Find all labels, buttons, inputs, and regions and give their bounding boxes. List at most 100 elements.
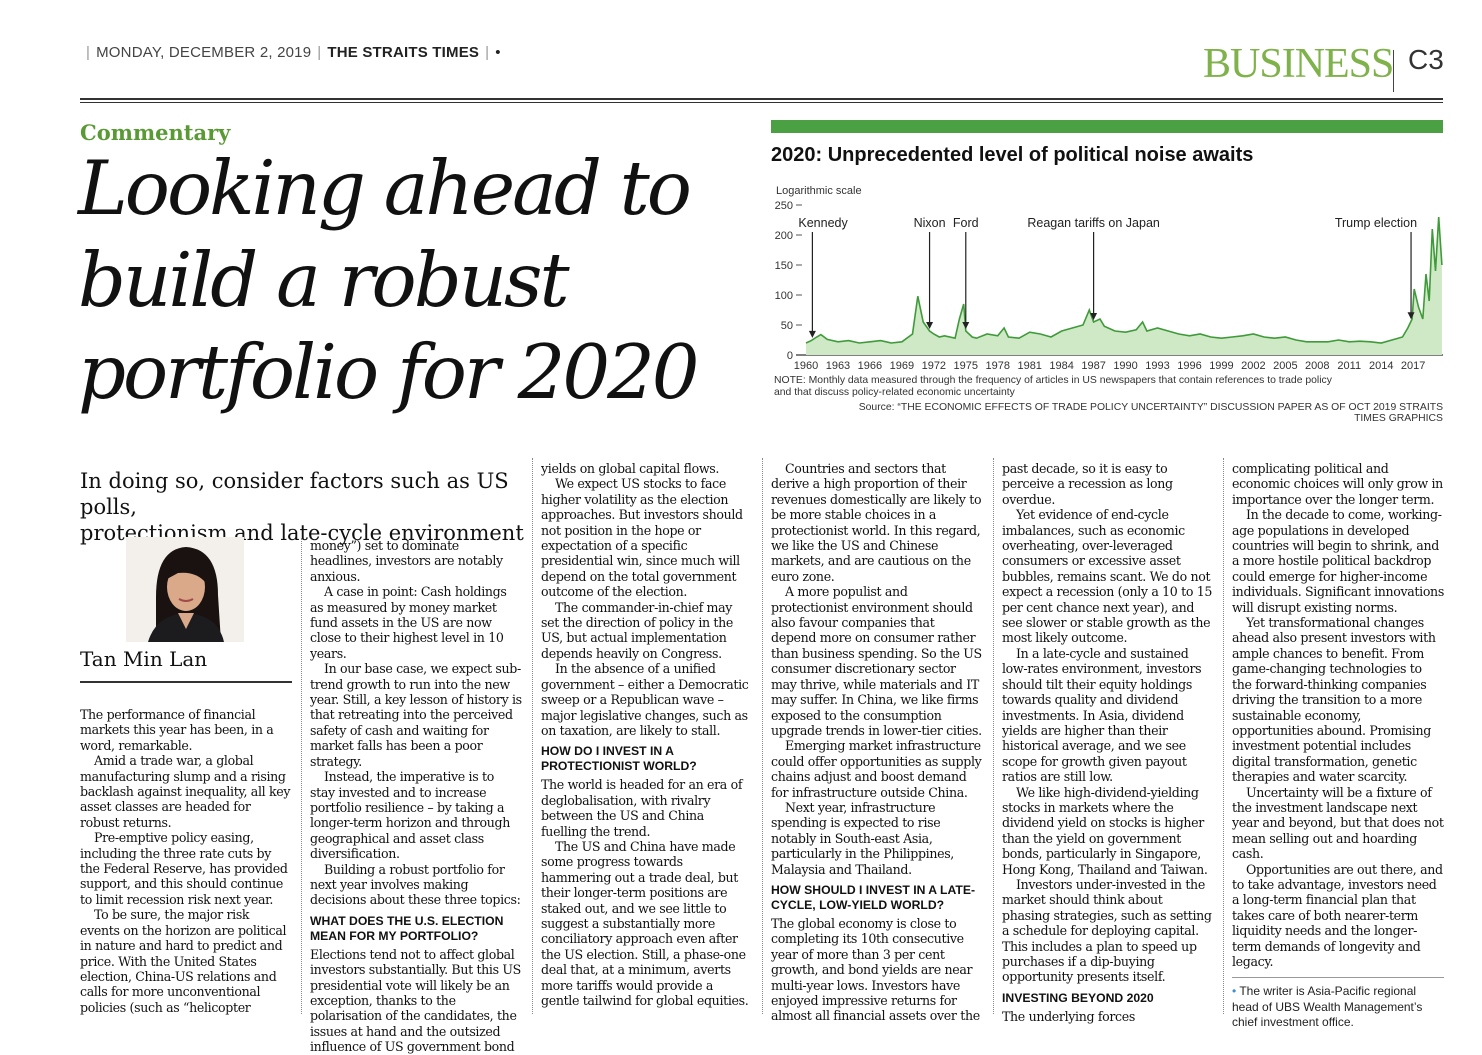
column-separator [993, 458, 994, 1014]
body-paragraph: Uncertainty will be a fixture of the inv… [1232, 784, 1444, 862]
annotation-label: Trump election [1335, 216, 1417, 230]
chart-source: Source: “THE ECONOMIC EFFECTS OF TRADE P… [858, 402, 1443, 424]
deck: In doing so, consider factors such as US… [80, 468, 530, 546]
x-tick-label: 2008 [1305, 360, 1329, 372]
x-tick-label: 2005 [1273, 360, 1297, 372]
series-line [805, 216, 1443, 344]
x-tick-label: 2002 [1241, 360, 1265, 372]
body-paragraph: The global economy is close to completin… [771, 915, 980, 1024]
body-paragraph: Yet transformational changes ahead also … [1232, 615, 1436, 785]
chart-top-bar [771, 120, 1443, 133]
x-tick-label: 2017 [1401, 360, 1425, 372]
annotation-arrowhead [926, 322, 934, 329]
annotation-arrowhead [808, 330, 816, 338]
annotation-label: Kennedy [798, 216, 848, 230]
body-paragraph: The commander-in-chief may set the direc… [541, 599, 733, 661]
headline-line: portfolio for 2020 [78, 328, 700, 416]
annotation-label: Reagan tariffs on Japan [1027, 216, 1160, 230]
body-paragraph: In the decade to come, working-age popul… [1232, 507, 1444, 615]
body-paragraph: The underlying forces [1002, 1008, 1135, 1024]
top-rule [80, 98, 1443, 100]
kicker: Commentary [80, 120, 231, 145]
body-paragraph: Opportunities are out there, and to take… [1232, 861, 1443, 969]
body-paragraph: To be sure, the major risk events on the… [80, 907, 287, 1015]
writer-note: • The writer is Asia-Pacific regional he… [1232, 977, 1444, 1031]
x-tick-label: 2011 [1337, 360, 1361, 372]
body-paragraph: Building a robust portfolio for next yea… [310, 861, 521, 908]
body-paragraph: Next year, infrastructure spending is ex… [771, 799, 954, 877]
x-tick-label: 1963 [826, 360, 850, 372]
body-paragraph: past decade, so it is easy to perceive a… [1002, 461, 1173, 507]
page-number: C3 [1408, 44, 1444, 75]
headline-line: build a robust [78, 236, 570, 324]
article-column-1: The performance of financial markets thi… [80, 707, 292, 1015]
x-tick-label: 1972 [922, 360, 946, 372]
body-paragraph: Instead, the imperative is to stay inves… [310, 769, 510, 862]
x-tick-label: 1975 [954, 360, 978, 372]
annotation-arrowhead [1407, 312, 1415, 320]
article-column-2: money”) set to dominate headlines, inves… [310, 538, 522, 1055]
section-name: BUSINESS [1203, 41, 1394, 87]
annotation-label: Nixon [914, 216, 946, 230]
body-paragraph: yields on global capital flows. [541, 461, 720, 476]
chart-annotations: Kennedy Nixon Ford Reagan tariffs on Japan T… [798, 216, 1417, 338]
headline: Looking ahead to build a robust portfoli… [78, 142, 758, 418]
x-tick-label: 1981 [1017, 360, 1041, 372]
section-heading: INVESTING BEYOND 2020 [1002, 990, 1154, 1005]
headline-line: Looking ahead to [78, 144, 692, 232]
body-paragraph: Yet evidence of end-cycle imbalances, su… [1002, 507, 1213, 646]
writer-note-text: The writer is Asia-Pacific regional head… [1232, 984, 1423, 1030]
chart-note: NOTE: Monthly data measured through the … [774, 375, 1394, 399]
annotation-arrowhead [1090, 313, 1098, 320]
body-paragraph: In a late-cycle and sustained low-rates … [1002, 645, 1202, 785]
column-separator [762, 458, 763, 1014]
body-paragraph: The world is headed for an era of deglob… [541, 777, 743, 839]
section-heading: HOW SHOULD I INVEST IN A LATE-CYCLE, LOW… [771, 882, 976, 912]
x-tick-label: 1960 [794, 360, 818, 372]
body-paragraph: The US and China have made some progress… [541, 838, 749, 1008]
body-paragraph: Pre-emptive policy easing, including the… [80, 830, 288, 907]
top-rule [80, 102, 1443, 103]
article-column-3: yields on global capital flows. We expec… [541, 461, 753, 1008]
section-heading: HOW DO I INVEST IN A PROTECTIONIST WORLD… [541, 744, 697, 774]
body-paragraph: A more populist and protectionist enviro… [771, 584, 982, 738]
x-tick-label: 1993 [1145, 360, 1169, 372]
x-tick-label: 2014 [1369, 360, 1393, 372]
section-heading: WHAT DOES THE U.S. ELECTION MEAN FOR MY … [310, 913, 504, 943]
x-tick-label: 1984 [1049, 360, 1073, 372]
deck-line: In doing so, consider factors such as US… [80, 469, 509, 519]
y-tick-label: 250 [775, 200, 793, 212]
x-tick-label: 1966 [858, 360, 882, 372]
masthead-separator: | [317, 44, 322, 61]
chart-scale-label: Logarithmic scale [776, 185, 862, 197]
body-paragraph: Emerging market infrastructure could off… [771, 738, 982, 800]
y-tick-label: 200 [775, 230, 793, 242]
y-tick-label: 150 [775, 260, 793, 272]
masthead-separator: | [86, 44, 91, 61]
body-paragraph: money”) set to dominate headlines, inves… [310, 538, 503, 584]
series-area [806, 217, 1442, 355]
body-paragraph: Investors under-invested in the market s… [1002, 876, 1212, 985]
column-separator [532, 458, 533, 1014]
y-tick-label: 0 [787, 350, 793, 362]
masthead-dateline: | MONDAY, DECEMBER 2, 2019 | THE STRAITS TI… [80, 44, 501, 61]
article-column-4: Countries and sectors that derive a high… [771, 461, 983, 1024]
body-paragraph: We like high-dividend-yielding stocks in… [1002, 784, 1208, 877]
masthead-dot-icon: • [495, 44, 501, 61]
annotation-arrowhead [962, 322, 970, 329]
author-portrait-icon [126, 537, 244, 642]
author-name: Tan Min Lan [80, 647, 208, 671]
body-paragraph: We expect US stocks to face higher volat… [541, 476, 743, 600]
x-tick-label: 1978 [985, 360, 1009, 372]
body-paragraph: A case in point: Cash holdings as measur… [310, 584, 507, 661]
x-tick-label: 1990 [1113, 360, 1137, 372]
x-tick-label: 1987 [1081, 360, 1105, 372]
x-axis: 1960 1963 1966 1969 1972 1975 1978 1981 1984 1987… [794, 354, 1443, 372]
chart-title: 2020: Unprecedented level of political n… [771, 144, 1254, 166]
chart-note-line: NOTE: Monthly data measured through the … [774, 375, 1332, 386]
column-separator [1223, 458, 1224, 1014]
article-column-6: complicating political and economic choi… [1232, 461, 1444, 1031]
x-tick-label: 1999 [1209, 360, 1233, 372]
body-paragraph: Elections tend not to affect global inve… [310, 946, 521, 1055]
